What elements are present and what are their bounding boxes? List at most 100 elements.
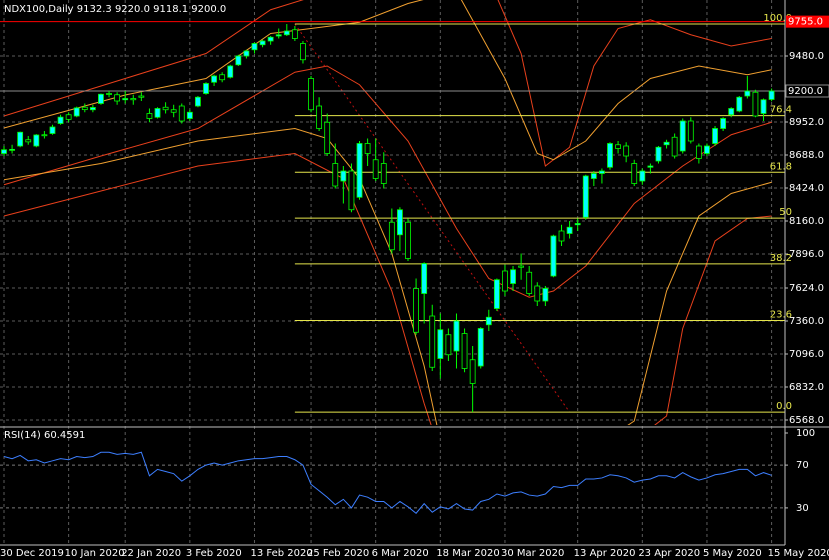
candle-body: [671, 136, 678, 157]
chart-header: NDX100,Daily 9132.3 9220.0 9118.1 9200.0: [4, 4, 226, 15]
y-tick-label: 6568.0: [789, 415, 824, 426]
candle-body: [704, 145, 710, 154]
fib-label: 100.0: [763, 13, 792, 24]
candle-body: [453, 320, 460, 352]
candle-body: [574, 223, 581, 226]
candle-body: [243, 50, 250, 57]
candle-body: [356, 143, 363, 198]
candle-body: [477, 328, 484, 367]
fib-label: 76.4: [770, 105, 792, 116]
candle-body: [461, 333, 468, 369]
candle-body: [526, 271, 533, 294]
candle-body: [518, 265, 525, 268]
candle-body: [98, 93, 104, 104]
rsi-last-value: 60.4591: [44, 430, 85, 441]
candle-body: [316, 105, 323, 129]
candle-body: [542, 288, 549, 302]
candle-body: [623, 145, 630, 157]
fib-label: 0.0: [776, 401, 792, 412]
candle-body: [663, 141, 670, 146]
candle-body: [510, 269, 516, 284]
candle-body: [81, 106, 88, 111]
x-tick-label: 30 Mar 2020: [501, 548, 564, 559]
fib-trendline: [294, 23, 571, 413]
y-tick-label: 8688.0: [789, 150, 824, 161]
candle-body: [138, 95, 145, 98]
candle-body: [57, 116, 64, 124]
indicator-line: [3, 152, 772, 425]
candle-body: [728, 108, 735, 116]
candle-body: [9, 148, 15, 151]
candle-body: [17, 131, 24, 147]
candle-body: [267, 36, 274, 42]
candle-body: [752, 91, 759, 117]
candle-body: [768, 90, 775, 100]
candle-body: [631, 163, 638, 184]
candle-body: [445, 334, 452, 356]
candle-body: [413, 288, 419, 333]
candle-body: [186, 111, 193, 119]
y-tick-label: 7360.0: [789, 316, 824, 327]
candle-body: [679, 120, 686, 152]
indicator-line: [3, 0, 772, 167]
x-tick-label: 22 Jan 2020: [121, 548, 181, 559]
candle-body: [421, 263, 428, 294]
candle-body: [615, 144, 621, 149]
axes: 9480.0 8952.0 8688.0 8424.0 8160.0 7896.0 7624…: [0, 13, 829, 559]
candle-body: [154, 108, 161, 118]
x-tick-label: 13 Feb 2020: [250, 548, 312, 559]
candle-body: [364, 143, 371, 154]
y-tick-label: 8160.0: [789, 216, 824, 227]
x-tick-label: 6 Mar 2020: [372, 548, 429, 559]
last-price-box: [785, 84, 829, 98]
candle-body: [146, 113, 153, 119]
indicator-line: [3, 65, 772, 298]
candle-body: [744, 90, 751, 97]
candle-body: [106, 93, 112, 95]
fib-label: 23.6: [770, 310, 792, 321]
candle-body: [33, 134, 40, 147]
candle-body: [162, 106, 169, 111]
x-tick-label: 23 Apr 2020: [638, 548, 700, 559]
x-tick-label: 3 Feb 2020: [186, 548, 242, 559]
candle-body: [695, 145, 702, 159]
candle-body: [469, 359, 476, 384]
candle-body: [65, 114, 72, 120]
y-tick-label: 7624.0: [789, 283, 824, 294]
candle-body: [122, 98, 129, 101]
x-tick-label: 13 Apr 2020: [574, 548, 636, 559]
x-tick-label: 15 May 2020: [768, 548, 829, 559]
candle-body: [283, 30, 290, 36]
candle-body: [178, 105, 185, 122]
indicator-line: [3, 127, 772, 425]
price-level-box: [786, 15, 829, 28]
candle-body: [760, 99, 767, 114]
candle-body: [114, 94, 121, 102]
fib-label: 50: [779, 207, 792, 218]
candle-body: [340, 170, 347, 182]
candle-body: [655, 146, 662, 162]
candle-body: [259, 40, 266, 46]
x-tick-label: 10 Jan 2020: [65, 548, 125, 559]
candle-body: [1, 149, 7, 154]
x-tick-label: 5 May 2020: [703, 548, 762, 559]
y-tick-label: 8952.0: [789, 117, 824, 128]
candle-body: [211, 75, 217, 83]
rsi-title: RSI(14): [4, 430, 41, 441]
y-tick-label: 7096.0: [789, 349, 824, 360]
candle-body: [219, 74, 226, 81]
candle-body: [332, 163, 339, 187]
y-tick-label: 9480.0: [789, 51, 824, 62]
y-tick-label: 6832.0: [789, 382, 824, 393]
candle-body: [251, 43, 258, 51]
candle-body: [324, 121, 331, 154]
indicator-line: [3, 0, 772, 161]
candle-body: [736, 96, 743, 112]
candle-body: [380, 163, 387, 184]
candle-body: [502, 270, 508, 292]
candle-body: [49, 126, 56, 134]
y-tick-label: 30: [796, 503, 809, 514]
candle-body: [130, 98, 137, 101]
